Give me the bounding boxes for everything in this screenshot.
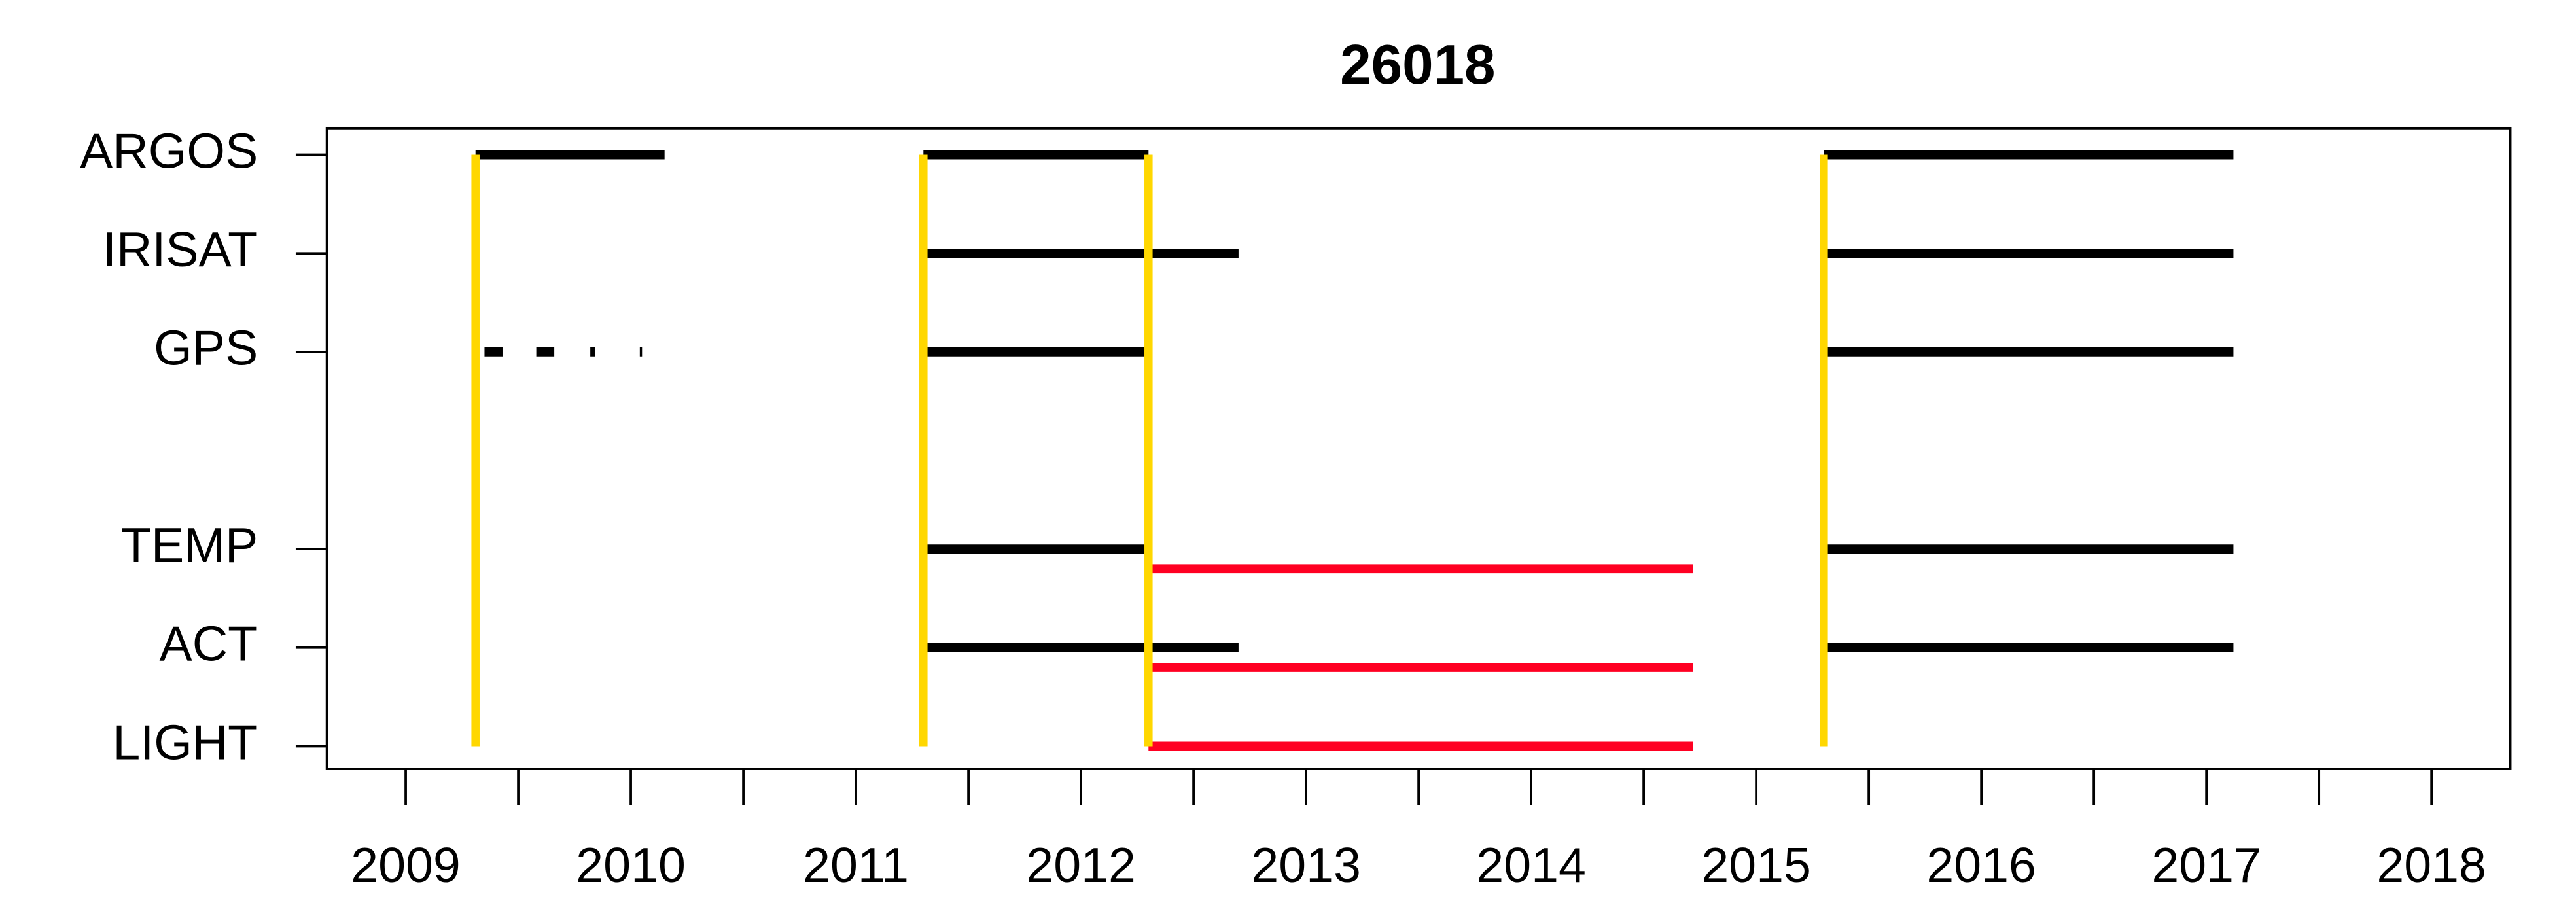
y-tick-label: ARGOS bbox=[80, 123, 258, 178]
x-tick-label: 2009 bbox=[351, 838, 461, 892]
y-tick-label: IRISAT bbox=[103, 222, 258, 277]
plot-frame bbox=[325, 126, 2512, 770]
x-tick-label: 2012 bbox=[1026, 838, 1136, 892]
x-tick-label: 2016 bbox=[1926, 838, 2036, 892]
chart-title: 26018 bbox=[1340, 34, 1495, 96]
y-tick-label: LIGHT bbox=[113, 715, 258, 769]
x-tick-label: 2014 bbox=[1476, 838, 1586, 892]
x-tick-label: 2015 bbox=[1701, 838, 1811, 892]
y-tick-label: GPS bbox=[154, 321, 258, 376]
y-tick-label: ACT bbox=[160, 616, 258, 671]
x-tick-label: 2018 bbox=[2376, 838, 2486, 892]
x-tick-label: 2017 bbox=[2151, 838, 2261, 892]
y-tick-label: TEMP bbox=[121, 518, 258, 573]
x-tick-label: 2011 bbox=[803, 838, 909, 892]
x-tick-label: 2010 bbox=[576, 838, 686, 892]
x-tick-label: 2013 bbox=[1251, 838, 1361, 892]
